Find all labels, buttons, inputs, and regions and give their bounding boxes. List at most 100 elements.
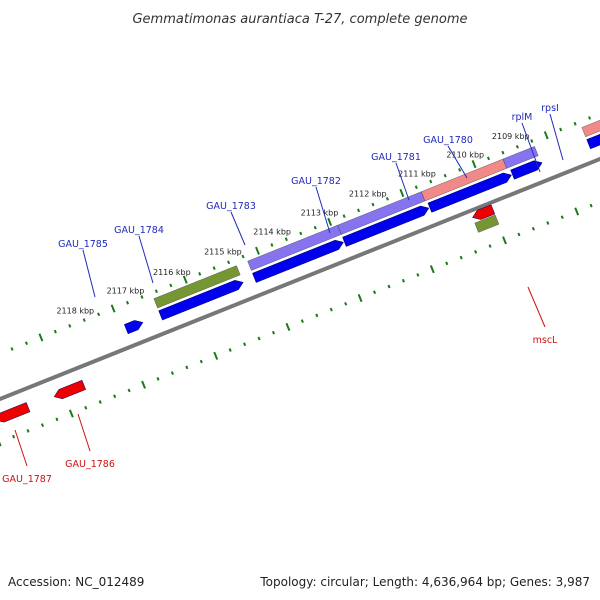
tick-mark	[401, 278, 405, 283]
tick-mark	[212, 266, 216, 270]
tick-mark	[573, 121, 577, 126]
tick-label: 2109 kbp	[492, 132, 530, 141]
tick-mark	[502, 236, 507, 245]
tick-mark	[416, 273, 420, 277]
tick-mark	[531, 226, 535, 231]
tick-mark	[0, 441, 2, 447]
feature-band-green	[153, 265, 241, 309]
gene-leader-line	[395, 162, 410, 201]
reverse-cds-arrow	[472, 204, 496, 220]
tick-mark	[315, 313, 319, 318]
tick-mark	[26, 429, 30, 433]
gene-label: GAU_1781	[371, 152, 421, 163]
tick-mark	[313, 225, 317, 230]
tick-label: 2118 kbp	[56, 306, 94, 315]
tick-mark	[185, 365, 189, 370]
gene-leader-line	[14, 429, 28, 467]
gene-label: GAU_1785	[58, 239, 108, 250]
tick-mark	[285, 322, 291, 331]
gene-label: GAU_1782	[291, 176, 341, 187]
gene-label: GAU_1784	[114, 225, 164, 236]
tick-mark	[154, 289, 158, 294]
tick-mark	[459, 255, 463, 260]
reverse-cds-arrow	[0, 402, 31, 423]
tick-mark	[517, 232, 521, 237]
tick-label: 2110 kbp	[446, 150, 484, 159]
tick-mark	[55, 417, 59, 422]
feature-band-purple	[502, 146, 539, 169]
tick-mark	[559, 127, 563, 132]
tick-mark	[399, 188, 405, 198]
tick-mark	[429, 265, 435, 274]
feature-band-green	[474, 214, 500, 233]
forward-cds-arrow	[427, 172, 512, 213]
tick-mark	[342, 214, 346, 218]
gene-leader-line	[549, 113, 564, 161]
gene-leader-line	[315, 186, 331, 234]
tick-label: 2115 kbp	[204, 247, 242, 256]
gene-leader-line	[77, 413, 91, 452]
outer-tick-ring	[10, 116, 592, 351]
gene-label: GAU_1783	[206, 201, 256, 212]
tick-mark	[213, 351, 219, 360]
gene-label: mscL	[533, 335, 558, 346]
gene-label: GAU_1786	[65, 459, 115, 470]
accession-text: Accession: NC_012489	[8, 575, 144, 589]
tick-mark	[257, 336, 261, 341]
tick-mark	[12, 434, 16, 439]
tick-mark	[515, 144, 519, 149]
gene-leader-line	[521, 122, 541, 173]
tick-mark	[170, 371, 174, 375]
tick-mark	[40, 423, 45, 427]
gene-leader-line	[82, 249, 96, 298]
tick-mark	[387, 284, 391, 289]
tick-mark	[574, 207, 580, 216]
tick-mark	[228, 348, 232, 352]
inner-tick-ring	[0, 203, 593, 447]
tick-label: 2111 kbp	[398, 170, 436, 179]
tick-mark	[255, 246, 260, 255]
tick-label: 2113 kbp	[301, 209, 339, 218]
tick-mark	[471, 160, 477, 169]
tick-mark	[53, 329, 57, 334]
forward-cds-arrow	[510, 160, 543, 180]
gene-leader-line	[527, 286, 546, 328]
tick-mark	[270, 243, 274, 247]
cds-ring	[0, 133, 600, 423]
tick-mark	[560, 215, 564, 220]
tick-mark	[97, 312, 101, 317]
forward-cds-arrow	[342, 205, 430, 247]
tick-mark	[198, 272, 202, 276]
tick-label: 2116 kbp	[153, 268, 191, 277]
tick-mark	[98, 400, 102, 404]
tick-mark	[110, 304, 116, 313]
forward-cds-arrow	[124, 320, 144, 335]
gene-leader-line	[138, 235, 154, 284]
gene-leader-line	[230, 211, 246, 246]
tick-mark	[588, 116, 592, 120]
tick-mark	[241, 254, 245, 259]
gene-labels: GAU_1785 GAU_1784 GAU_1783 GAU_1782 GAU_1781…	[2, 103, 564, 485]
forward-cds-arrow	[158, 280, 244, 321]
tick-mark	[486, 156, 491, 161]
tick-mark	[199, 359, 203, 364]
tick-mark	[140, 295, 144, 299]
gene-label: rplM	[512, 112, 533, 123]
tick-mark	[474, 249, 478, 254]
tick-mark	[327, 217, 333, 226]
tick-mark	[344, 301, 348, 306]
tick-labels: 2118 kbp 2117 kbp 2116 kbp 2115 kbp 2114 kbp…	[56, 132, 529, 315]
tick-mark	[24, 341, 28, 346]
tick-mark	[414, 185, 418, 190]
tick-mark	[243, 342, 247, 347]
tick-label: 2117 kbp	[107, 286, 145, 295]
backbone-line	[0, 156, 600, 402]
tick-mark	[271, 330, 276, 335]
tick-dot-rings	[0, 116, 593, 447]
gene-label: rpsI	[541, 103, 559, 114]
tick-mark	[299, 231, 303, 236]
tick-mark	[357, 208, 361, 213]
tick-mark	[458, 168, 462, 172]
